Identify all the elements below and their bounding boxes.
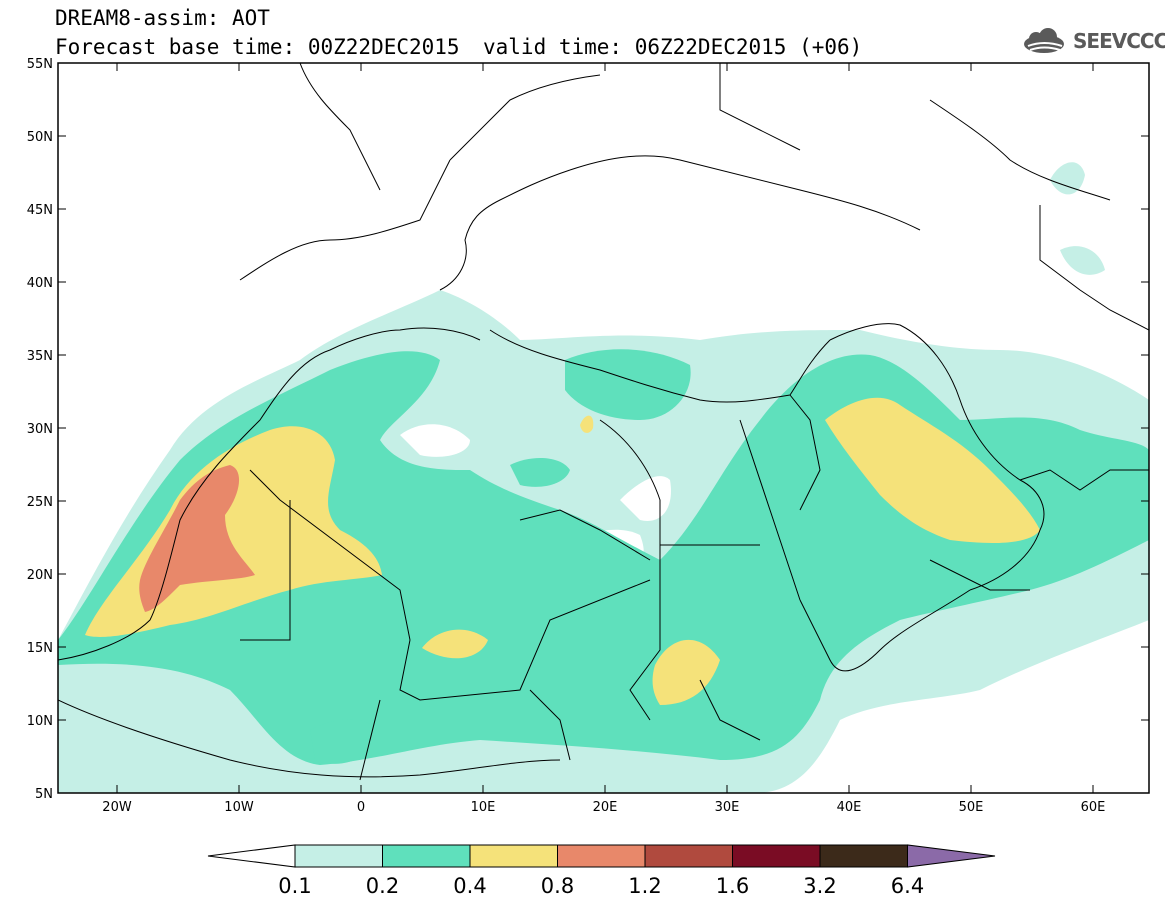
aot-level-0.4-sudan [652,639,720,705]
lat-label: 40N [27,276,53,291]
aot-level-0.2-med [565,349,691,420]
lat-label: 10N [27,714,53,729]
aot-level-0.4-arabia [825,397,1040,543]
logo-text: SEEVCCC [1073,29,1165,53]
valid-time: valid time: 06Z22DEC2015 (+06) [483,35,863,59]
lon-label: 20W [102,800,132,815]
colorbar-swatch [819,844,908,868]
aot-fields [58,162,1149,793]
colorbar-label: 0.8 [541,874,574,898]
aot-gap-egypt [620,476,671,521]
lat-label: 55N [27,57,53,72]
coastlines [58,63,1149,781]
aot-level-0.2-west-africa [310,719,380,764]
colorbar-swatch [732,844,821,868]
latitude-axis: 55N 50N 45N 40N 35N 30N 25N 20N 15N 10N 5N [27,57,1149,802]
lat-label: 5N [35,787,53,802]
colorbar-label: 0.2 [366,874,399,898]
forecast-base-time: Forecast base time: 00Z22DEC2015 [55,35,460,59]
lon-label: 10E [471,800,496,815]
aot-level-0.1-north [1050,162,1085,195]
colorbar-label: 0.1 [278,874,311,898]
lon-label: 10W [224,800,254,815]
aot-level-0.4-chad [422,629,488,659]
lon-label: 20E [593,800,618,815]
aot-level-0.8 [139,465,255,612]
lat-label: 35N [27,349,53,364]
colorbar-under-arrow [207,844,296,868]
colorbar-swatch [469,844,558,868]
colorbar-swatch [644,844,733,868]
map-title: DREAM8-assim: AOT [55,6,270,30]
aot-level-0.2-ethiopia [775,673,815,706]
colorbar-label: 1.6 [716,874,749,898]
colorbar-label: 0.4 [453,874,486,898]
colorbar-label: 1.2 [628,874,661,898]
lon-label: 30E [715,800,740,815]
lon-label: 60E [1081,800,1106,815]
colorbar-label: 6.4 [891,874,924,898]
lat-label: 20N [27,568,53,583]
colorbar-over-arrow [907,844,996,868]
lat-label: 45N [27,203,53,218]
aot-level-0.1-caspian [1060,246,1105,275]
aot-level-0.4-libya-spot [580,415,594,433]
lat-label: 25N [27,495,53,510]
lat-label: 15N [27,641,53,656]
color-bar-legend: 0.1 0.2 0.4 0.8 1.2 1.6 3.2 6.4 [207,844,996,898]
lat-label: 30N [27,422,53,437]
cloud-logo-icon [1024,28,1064,53]
longitude-axis: 20W 10W 0 10E 20E 30E 40E 50E 60E [102,63,1105,815]
colorbar-swatch [294,844,383,868]
lon-label: 40E [837,800,862,815]
aot-level-0.2-libya [510,458,570,487]
colorbar-swatch [557,844,646,868]
aot-gap-algeria [400,424,470,457]
lon-label: 50E [959,800,984,815]
lon-label: 0 [357,800,365,815]
colorbar-swatch [382,844,471,868]
colorbar-label: 3.2 [803,874,836,898]
lat-label: 50N [27,130,53,145]
